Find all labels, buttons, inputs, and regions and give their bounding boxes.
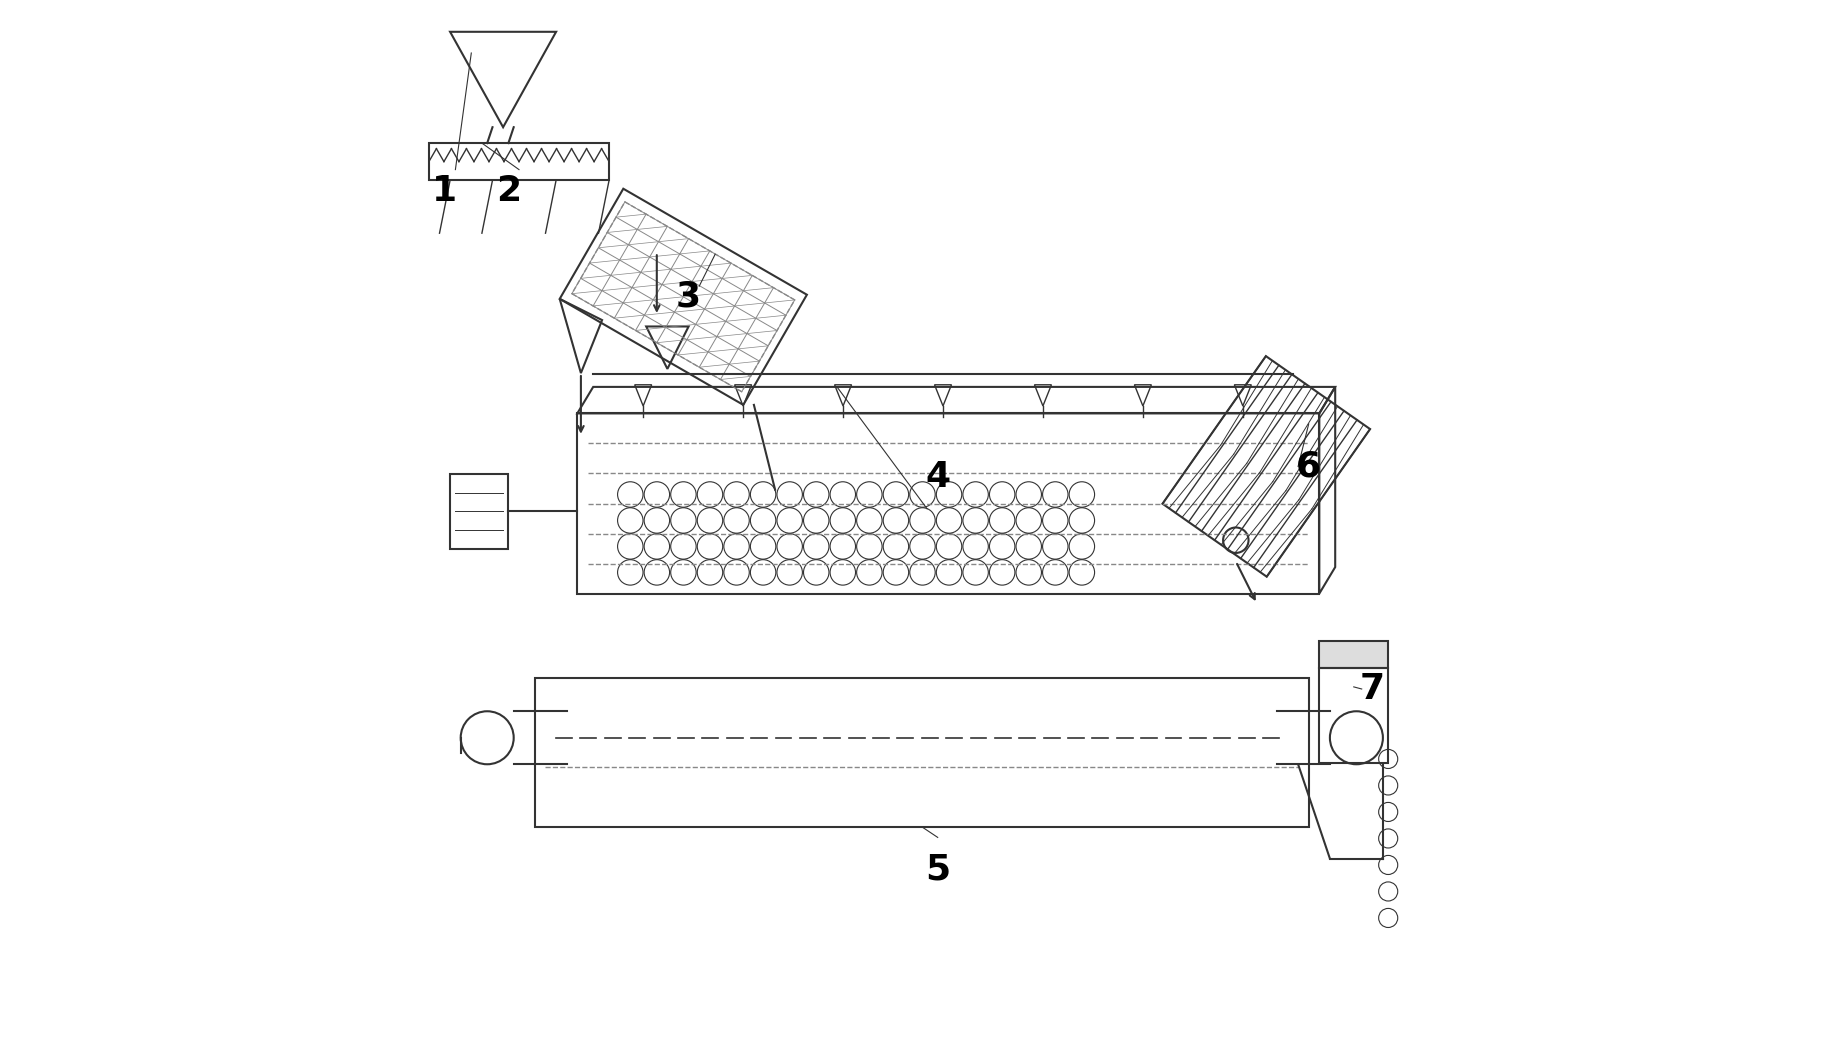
Text: 5: 5 xyxy=(925,852,949,886)
Bar xyxy=(577,413,1319,594)
Bar xyxy=(451,475,507,549)
Bar xyxy=(1319,668,1387,763)
Bar xyxy=(535,678,1308,827)
Bar xyxy=(429,143,608,180)
Text: 2: 2 xyxy=(496,174,520,208)
Text: 3: 3 xyxy=(676,280,702,314)
Text: 7: 7 xyxy=(1359,672,1385,706)
Text: 1: 1 xyxy=(432,174,458,208)
Text: 4: 4 xyxy=(925,460,949,494)
Bar xyxy=(1319,641,1387,668)
Text: 6: 6 xyxy=(1295,449,1321,483)
